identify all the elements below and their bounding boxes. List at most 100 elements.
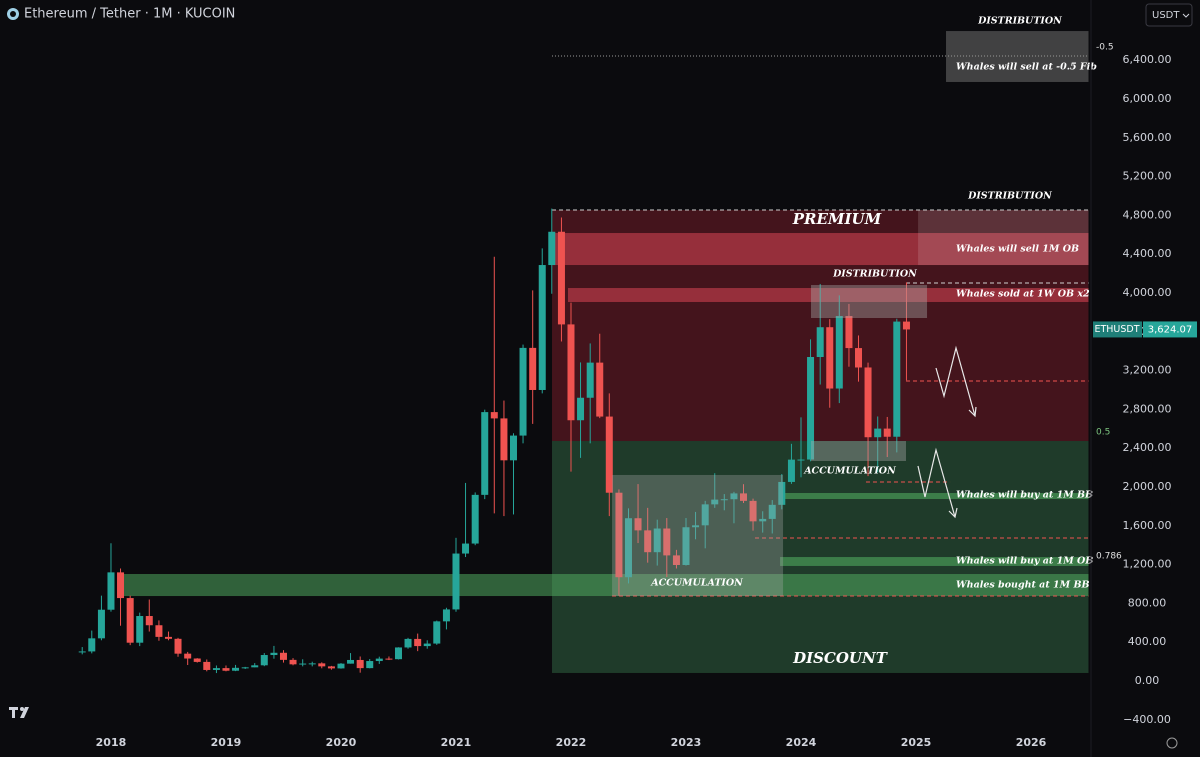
y-tick-label: 2,400.00 <box>1123 441 1172 454</box>
x-tick-label: 2019 <box>211 736 242 749</box>
candle-body <box>270 652 278 656</box>
zone <box>918 210 1089 266</box>
candle-body <box>318 663 326 667</box>
candle-body <box>260 655 268 666</box>
candle-body <box>787 459 795 482</box>
x-tick-label: 2024 <box>786 736 817 749</box>
y-tick-label: 2,800.00 <box>1123 402 1172 415</box>
zone <box>811 441 906 461</box>
candle-body <box>902 321 910 330</box>
candle-body <box>596 362 604 417</box>
candle-body <box>490 412 498 419</box>
candle-body <box>883 428 891 437</box>
candle-body <box>193 658 201 662</box>
annotation: PREMIUM <box>792 210 882 228</box>
annotation: ACCUMULATION <box>803 465 896 476</box>
candle-body <box>557 231 565 325</box>
y-tick-label: 6,400.00 <box>1123 53 1172 66</box>
zone <box>552 233 1089 266</box>
candle-body <box>835 316 843 389</box>
annotation: Whales will buy at 1M OB <box>956 556 1093 567</box>
candle-body <box>136 616 144 643</box>
x-tick-label: 2022 <box>556 736 587 749</box>
dropdown-caret[interactable] <box>1182 13 1190 18</box>
zone <box>780 557 1089 566</box>
candle-body <box>692 525 700 528</box>
candle-body <box>538 265 546 390</box>
candle-body <box>807 357 815 460</box>
candle-body <box>653 528 661 553</box>
candle-body <box>672 555 680 565</box>
candle-body <box>232 667 240 671</box>
candle-body <box>682 527 690 565</box>
candle-body <box>423 643 431 647</box>
symbol-logo-inner <box>10 11 16 17</box>
candle-body <box>615 492 623 578</box>
candle-body <box>88 638 96 652</box>
annotations: DISTRIBUTION Whales will sell at -0.5 Fib… <box>650 16 1097 667</box>
candle-body <box>759 518 767 522</box>
annotation: Whales will buy at 1M BB <box>956 490 1093 501</box>
annotation: DISTRIBUTION <box>832 268 917 279</box>
y-tick-label: 3,200.00 <box>1123 364 1172 377</box>
candle-body <box>145 616 153 626</box>
annotation: DISTRIBUTION <box>967 190 1052 201</box>
candle-body <box>404 638 412 648</box>
arrow-head <box>968 406 977 418</box>
arrow-path <box>917 447 956 518</box>
zone <box>811 285 928 319</box>
currency-label[interactable]: USDT <box>1152 10 1180 21</box>
candle-body <box>442 609 450 622</box>
fib-label: 0.786 <box>1096 551 1122 561</box>
candle-body <box>701 504 709 526</box>
arrows <box>917 345 977 519</box>
candle-body <box>117 572 125 599</box>
y-tick-label: 400.00 <box>1128 635 1167 648</box>
candle-body <box>289 659 297 665</box>
candle-body <box>778 481 786 505</box>
fib-label: -0.5 <box>1096 42 1114 52</box>
zone <box>780 493 1089 500</box>
annotation: Whales will sell at -0.5 Fib <box>956 62 1097 73</box>
logo-part <box>20 707 24 711</box>
settings-button[interactable] <box>1166 737 1178 749</box>
annotation: ACCUMULATION <box>650 578 743 589</box>
candle-body <box>308 663 316 665</box>
zones-above <box>612 285 928 597</box>
candle-body <box>586 362 594 398</box>
candles <box>78 208 910 674</box>
candle-body <box>394 647 402 660</box>
x-tick-label: 2021 <box>441 736 472 749</box>
zone <box>117 574 1089 597</box>
candle-body <box>97 609 105 639</box>
candle-body <box>251 665 259 668</box>
currency-button[interactable] <box>1145 3 1193 27</box>
candle-body <box>356 659 364 669</box>
candle-body <box>155 625 163 637</box>
candle-body <box>711 499 719 505</box>
tv-logo <box>9 707 29 718</box>
annotation: DISCOUNT <box>792 649 889 667</box>
arrow-head <box>948 507 958 519</box>
zone <box>612 474 784 597</box>
candle-body <box>874 428 882 438</box>
candle-body <box>519 347 527 436</box>
candle-body <box>347 659 355 664</box>
y-tick-label: 1,600.00 <box>1123 519 1172 532</box>
candle-body <box>174 638 182 654</box>
candle-body <box>577 397 585 421</box>
price-axis: −400.00 0.00 400.00 800.00 1,200.00 1,600.00 2… <box>1093 42 1197 726</box>
candle-body <box>279 652 287 660</box>
zone <box>568 288 1089 302</box>
y-tick-label: 4,800.00 <box>1123 208 1172 221</box>
candle-body <box>893 321 901 437</box>
symbol-title: Ethereum / Tether · 1M · KUCOIN <box>24 7 235 22</box>
candle-body <box>548 231 556 266</box>
x-tick-label: 2023 <box>671 736 702 749</box>
candle-body <box>366 661 374 669</box>
candle-body <box>634 518 642 531</box>
logo-part <box>12 707 15 718</box>
logo-part <box>20 707 29 718</box>
y-tick-label: 6,000.00 <box>1123 92 1172 105</box>
x-tick-label: 2020 <box>326 736 357 749</box>
